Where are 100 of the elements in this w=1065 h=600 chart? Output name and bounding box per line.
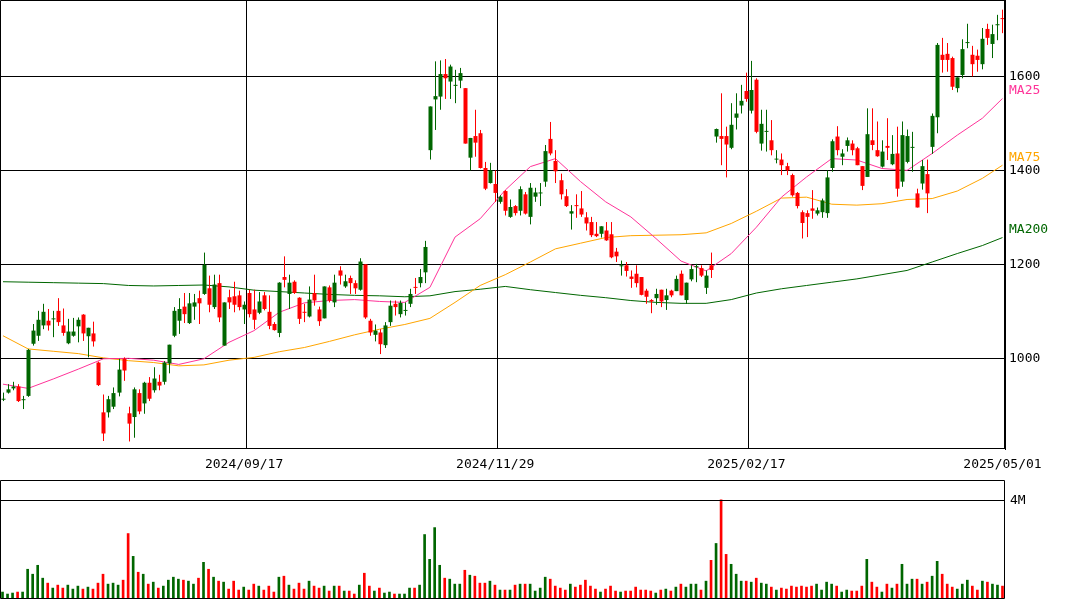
bar	[604, 588, 607, 599]
bar	[36, 564, 40, 599]
bar	[373, 590, 376, 599]
bar	[649, 590, 653, 599]
candlestick	[769, 119, 774, 156]
bar	[950, 586, 954, 599]
y-tick-label: 1600	[1009, 68, 1041, 84]
candlestick	[739, 84, 744, 115]
bar	[182, 579, 185, 599]
candlestick	[503, 189, 508, 216]
bar	[579, 584, 582, 599]
candlestick	[734, 92, 739, 130]
bar	[589, 585, 592, 599]
bar	[614, 590, 617, 599]
bar	[574, 586, 577, 599]
bar	[780, 587, 783, 599]
candlestick	[679, 269, 684, 296]
bar	[594, 588, 597, 599]
y-tick-label: 1200	[1009, 256, 1041, 272]
bar	[609, 585, 612, 599]
y-tick-label: 1400	[1009, 162, 1041, 178]
bar	[739, 580, 743, 599]
bar	[1001, 585, 1004, 599]
bar	[865, 559, 869, 599]
candlestick	[890, 134, 895, 166]
bar	[453, 583, 457, 599]
y-tick-label: 1000	[1009, 350, 1041, 366]
candlestick	[749, 60, 754, 115]
bar	[16, 591, 19, 599]
candlestick	[182, 292, 187, 324]
bar	[940, 573, 944, 599]
x-tick-label: 2024/11/29	[456, 456, 535, 472]
candlestick	[729, 102, 734, 150]
candlestick	[167, 344, 172, 374]
candlestick	[81, 313, 86, 342]
bar	[177, 578, 180, 599]
candlestick	[985, 23, 990, 46]
bar	[981, 580, 984, 599]
candlestick	[403, 301, 408, 317]
bar	[378, 587, 381, 599]
bar	[754, 577, 758, 599]
candlestick	[152, 366, 157, 394]
bar	[553, 585, 557, 599]
bar	[759, 582, 763, 599]
candlestick	[86, 327, 91, 358]
bar	[151, 581, 155, 599]
candlestick	[192, 293, 197, 321]
candlestick	[619, 260, 624, 277]
candlestick	[282, 255, 287, 288]
candlestick	[579, 190, 584, 218]
bar	[860, 585, 864, 599]
candlestick	[252, 289, 257, 330]
bar	[1, 591, 4, 599]
candlestick	[111, 386, 116, 410]
bar	[368, 585, 371, 599]
bar	[624, 590, 627, 599]
bar	[232, 580, 235, 599]
candlestick	[810, 189, 815, 220]
candlestick	[348, 275, 353, 295]
bar	[659, 589, 663, 599]
bar	[785, 588, 788, 599]
bar	[408, 587, 411, 599]
candlestick	[101, 394, 106, 442]
bar	[257, 585, 261, 599]
candlestick	[569, 204, 574, 231]
bar	[986, 581, 989, 599]
bar	[423, 534, 426, 599]
bar	[237, 589, 241, 599]
candlestick	[127, 406, 132, 442]
bar	[945, 583, 949, 599]
bar	[61, 587, 65, 599]
candlestick	[995, 14, 1000, 41]
bar	[227, 588, 230, 599]
bar	[242, 586, 246, 599]
candlestick	[453, 69, 458, 104]
bar	[337, 585, 341, 599]
candlestick	[51, 310, 56, 338]
bar	[639, 589, 643, 599]
bar	[775, 589, 778, 599]
candlestick	[709, 252, 714, 279]
candlestick	[875, 121, 880, 158]
bar	[247, 589, 251, 599]
candlestick	[56, 297, 61, 327]
bar	[820, 589, 823, 599]
bar	[217, 580, 220, 599]
bar	[51, 587, 55, 599]
bar	[749, 581, 753, 599]
bar	[955, 588, 959, 599]
bar	[795, 586, 798, 599]
bar	[830, 583, 833, 599]
candlestick	[975, 49, 980, 73]
bar	[664, 588, 668, 599]
bar	[845, 589, 849, 599]
bar	[443, 577, 447, 599]
bar	[167, 579, 170, 599]
bar	[448, 578, 452, 599]
candlestick	[418, 268, 423, 288]
bar	[146, 583, 150, 599]
bar	[202, 561, 205, 599]
candlestick	[378, 328, 383, 355]
